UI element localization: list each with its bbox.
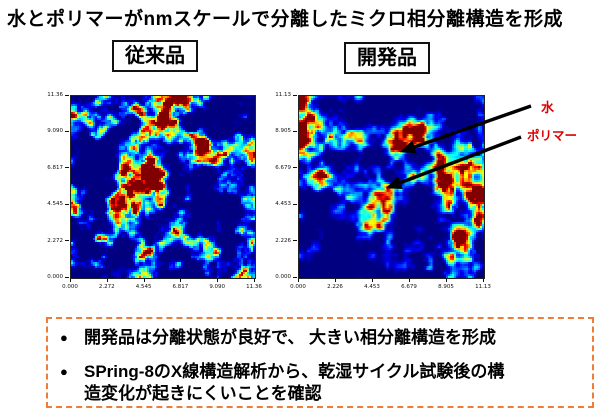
axis-tick-mark bbox=[65, 94, 69, 96]
axis-tick-label: 11.13 bbox=[475, 284, 491, 290]
axis-tick-mark bbox=[65, 276, 69, 278]
axis-tick-mark bbox=[106, 279, 108, 282]
summary-bullet-2-line-1: SPring-8のX線構造解析から、乾湿サイクル試験後の構 bbox=[84, 362, 505, 381]
axis-tick-label: 11.13 bbox=[275, 92, 291, 98]
axis-tick-mark bbox=[483, 279, 484, 282]
axis-tick-mark bbox=[446, 279, 447, 282]
axis-tick-mark bbox=[65, 240, 69, 242]
summary-bullet-2-line-2: 造変化が起きにくいことを確認 bbox=[84, 384, 322, 403]
axis-tick-mark bbox=[65, 203, 69, 205]
summary-bullet-1: ● 開発品は分離状態が良好で、 大きい相分離構造を形成 bbox=[60, 327, 580, 349]
axis-tick-label: 0.000 bbox=[47, 274, 63, 280]
axis-tick-label: 2.226 bbox=[327, 284, 343, 290]
heatmap-developed-canvas bbox=[299, 96, 484, 278]
summary-box: ● 開発品は分離状態が良好で、 大きい相分離構造を形成 ● SPring-8のX… bbox=[46, 317, 594, 408]
axis-tick-mark bbox=[65, 130, 69, 132]
axis-tick-mark bbox=[180, 279, 182, 282]
axis-tick-mark bbox=[217, 279, 219, 282]
axis-tick-label: 2.226 bbox=[275, 237, 291, 244]
axis-tick-label: 8.905 bbox=[275, 128, 291, 135]
axis-tick-mark bbox=[409, 279, 410, 282]
bullet-icon: ● bbox=[60, 364, 68, 379]
axis-tick-label: 0.000 bbox=[290, 284, 306, 290]
panel-label-developed: 開発品 bbox=[344, 42, 430, 74]
axis-tick-label: 2.272 bbox=[47, 237, 63, 244]
axis-tick-label: 6.679 bbox=[275, 164, 291, 171]
axis-tick-label: 4.453 bbox=[275, 201, 291, 208]
axis-tick-mark bbox=[293, 203, 297, 205]
heatmap-conventional-canvas bbox=[71, 96, 255, 278]
summary-bullet-2: ● SPring-8のX線構造解析から、乾湿サイクル試験後の構 造変化が起きにく… bbox=[60, 361, 580, 405]
axis-tick-mark bbox=[65, 167, 69, 169]
axis-tick-mark bbox=[293, 167, 297, 169]
axis-tick-mark bbox=[293, 240, 297, 242]
axis-tick-label: 8.905 bbox=[438, 284, 454, 290]
axis-tick-mark bbox=[143, 279, 145, 282]
axis-tick-label: 0.000 bbox=[275, 274, 291, 280]
axis-tick-label: 11.36 bbox=[47, 92, 63, 98]
heatmap-conventional bbox=[70, 95, 256, 279]
axis-tick-label: 4.453 bbox=[364, 284, 380, 290]
axis-tick-mark bbox=[293, 130, 297, 132]
polymer-label: ポリマー bbox=[527, 129, 578, 143]
axis-tick-mark bbox=[70, 279, 71, 282]
axis-tick-mark bbox=[298, 279, 299, 282]
axis-tick-label: 6.817 bbox=[172, 284, 189, 290]
axis-tick-label: 6.679 bbox=[401, 284, 417, 290]
axis-tick-label: 6.817 bbox=[47, 164, 63, 171]
axis-tick-label: 2.272 bbox=[98, 284, 115, 290]
axis-tick-label: 4.545 bbox=[135, 284, 152, 290]
heatmap-developed bbox=[298, 95, 485, 279]
axis-tick-mark bbox=[293, 276, 297, 278]
axis-tick-mark bbox=[293, 94, 297, 96]
axis-tick-label: 11.36 bbox=[246, 284, 262, 290]
bullet-icon: ● bbox=[60, 330, 68, 345]
axis-tick-label: 9.090 bbox=[47, 128, 63, 135]
axis-tick-label: 0.000 bbox=[62, 284, 78, 290]
axis-tick-mark bbox=[372, 279, 373, 282]
summary-bullet-1-text: 開発品は分離状態が良好で、 大きい相分離構造を形成 bbox=[84, 328, 497, 347]
axis-tick-label: 4.545 bbox=[47, 201, 63, 208]
axis-tick-mark bbox=[335, 279, 336, 282]
slide-title: 水とポリマーがnmスケールで分離したミクロ相分離構造を形成 bbox=[7, 9, 564, 30]
axis-tick-mark bbox=[254, 279, 255, 282]
panel-label-conventional: 従来品 bbox=[112, 40, 198, 72]
axis-tick-label: 9.090 bbox=[209, 284, 226, 290]
water-label: 水 bbox=[541, 100, 555, 115]
